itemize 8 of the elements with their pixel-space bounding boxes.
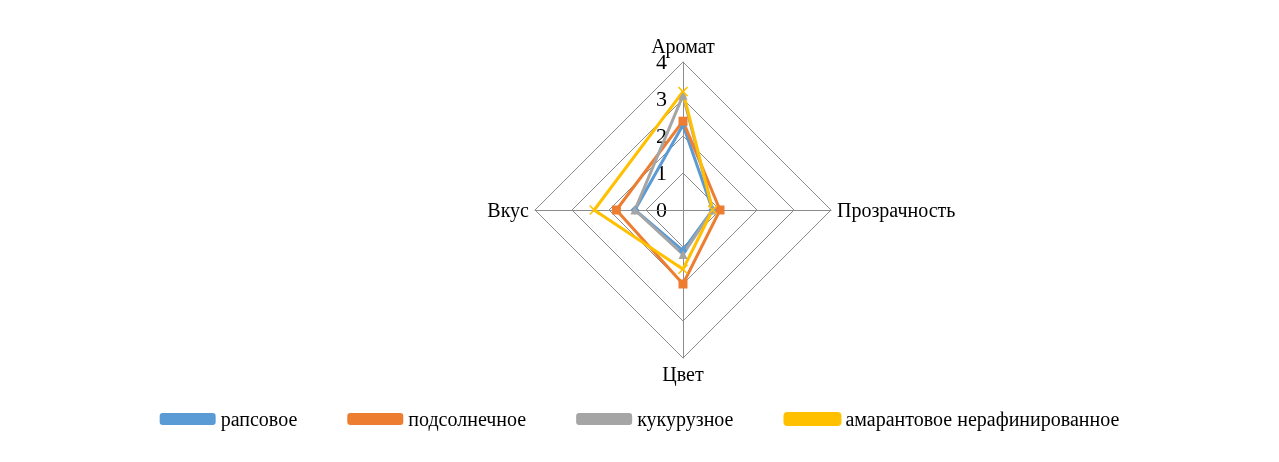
spoke-label: Цвет bbox=[662, 363, 704, 386]
y-tick-label: 3 bbox=[656, 85, 667, 111]
legend-label: амарантовое нерафинированное bbox=[845, 408, 1120, 431]
spoke-label: Вкус bbox=[487, 199, 530, 222]
legend-label: рапсовое bbox=[220, 408, 298, 431]
legend-label: подсолнечное bbox=[408, 408, 527, 431]
legend-label: кукурузное bbox=[637, 408, 734, 431]
spoke-label: Прозрачность bbox=[837, 199, 956, 222]
